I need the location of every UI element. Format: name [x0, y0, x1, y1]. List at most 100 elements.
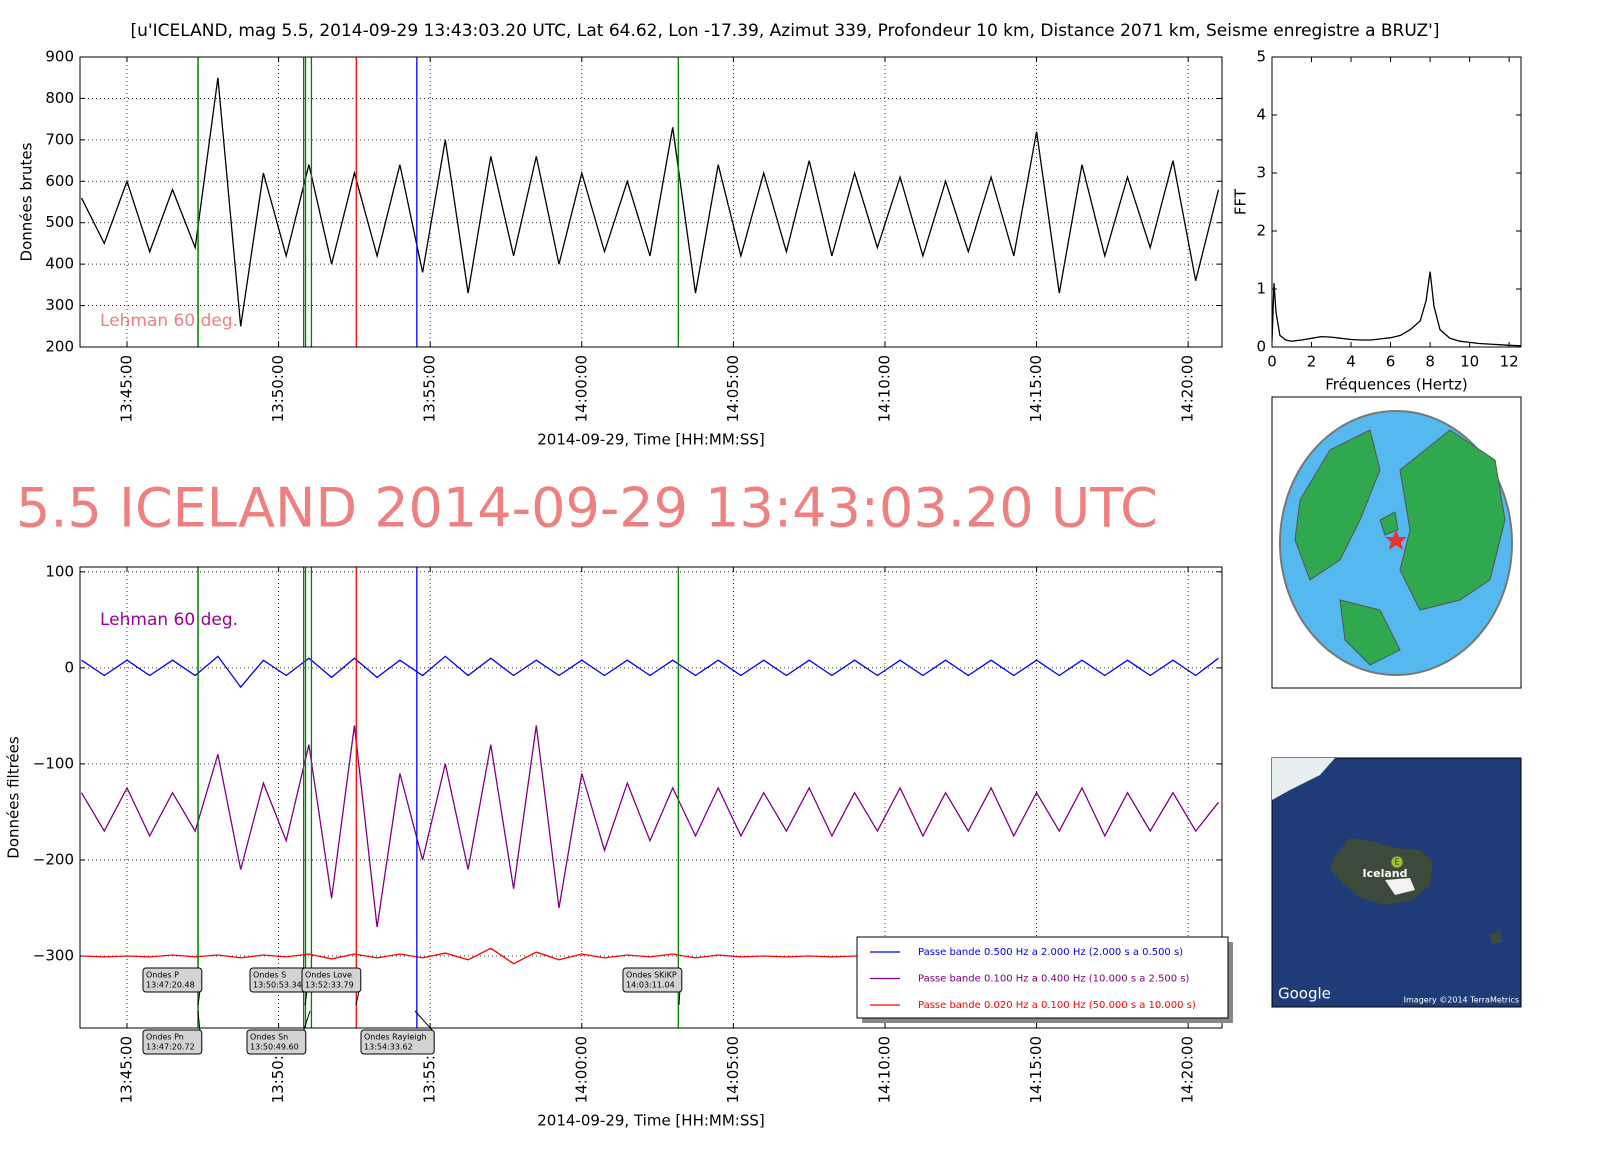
marker-pin	[1390, 855, 1404, 869]
epicenter-star	[1385, 530, 1407, 550]
y-tick-label: 4	[1256, 106, 1266, 124]
annotation-arrow	[678, 991, 681, 1006]
globe-land	[1339, 599, 1401, 666]
glacier	[1385, 878, 1415, 895]
annotation-name: Ondes Sn	[250, 1033, 288, 1042]
axes-frame	[1271, 56, 1522, 348]
x-tick-label: 6	[1386, 353, 1396, 371]
axes-frame	[79, 566, 1223, 1029]
x-tick-label: 2	[1307, 353, 1317, 371]
faroe	[1490, 930, 1502, 944]
series-line	[80, 77, 1220, 327]
annotation-time: 13:50:49.60	[250, 1043, 299, 1052]
annotation-name: Ondes P	[146, 971, 179, 980]
y-tick-label: 700	[45, 130, 74, 148]
x-tick-label: 13:45:00	[117, 1036, 135, 1103]
annotation-name: Ondes SKiKP	[626, 971, 677, 980]
annotation-box	[301, 967, 362, 993]
annotation-arrow	[414, 1010, 433, 1031]
annotation-arrow	[355, 991, 360, 1006]
y-tick-label: 5	[1256, 48, 1266, 66]
annotation-arrow	[304, 991, 308, 1006]
annotation-name: Ondes Pn	[146, 1033, 184, 1042]
annotation-box	[622, 967, 683, 993]
x-tick-label: 8	[1425, 353, 1435, 371]
x-tick-label: 14:05:00	[724, 1036, 742, 1103]
y-tick-label: 0	[64, 658, 74, 676]
annotation-arrow	[197, 991, 201, 1006]
legend-label: Passe bande 0.020 Hz a 0.100 Hz (50.000 …	[918, 1000, 1196, 1011]
annotation-name: Ondes Rayleigh	[364, 1033, 427, 1042]
map-brand: Google	[1278, 985, 1331, 1003]
globe-land	[1294, 429, 1381, 581]
y-tick-label: 500	[45, 213, 74, 231]
annotation-box	[142, 1029, 203, 1055]
y-tick-label: 0	[1256, 338, 1266, 356]
y-tick-label: −100	[33, 754, 74, 772]
x-tick-label: 13:55:00	[421, 355, 439, 422]
series-line	[80, 725, 1220, 928]
annotation-box	[142, 967, 203, 993]
y-tick-label: 100	[45, 562, 74, 580]
x-tick-label: 0	[1267, 353, 1277, 371]
x-tick-label: 14:15:00	[1027, 355, 1045, 422]
x-tick-label: 4	[1346, 353, 1356, 371]
map-label: Iceland	[1363, 867, 1408, 880]
annotation-name: Ondes Love	[305, 971, 352, 980]
legend-label: Passe bande 0.500 Hz a 2.000 Hz (2.000 s…	[918, 947, 1183, 958]
annotation-time: 13:50:53.34	[253, 981, 302, 990]
y-axis-label: Données filtrées	[5, 736, 23, 859]
globe-land	[1379, 511, 1399, 536]
series-line	[1272, 271, 1521, 347]
annotation-box	[360, 1029, 435, 1055]
axes-frame	[79, 56, 1223, 348]
headline: 5.5 ICELAND 2014-09-29 13:43:03.20 UTC	[16, 477, 1158, 540]
globe-land	[1399, 429, 1506, 611]
annotation-box	[246, 1029, 307, 1055]
legend-label: Passe bande 0.100 Hz a 0.400 Hz (10.000 …	[918, 974, 1190, 985]
annotation-time: 13:54:33.62	[364, 1043, 413, 1052]
plot-area	[80, 57, 1222, 347]
y-tick-label: 600	[45, 172, 74, 190]
y-tick-label: 900	[45, 48, 74, 66]
x-axis-label: 2014-09-29, Time [HH:MM:SS]	[537, 431, 764, 449]
x-tick-label: 14:20:00	[1179, 355, 1197, 422]
y-tick-label: 200	[45, 338, 74, 356]
y-tick-label: −300	[33, 946, 74, 964]
x-tick-label: 14:15:00	[1027, 1036, 1045, 1103]
x-tick-label: 14:05:00	[724, 355, 742, 422]
y-tick-label: −200	[33, 850, 74, 868]
globe-map	[1271, 396, 1522, 689]
map-credit: Imagery ©2014 TerraMetrics	[1404, 996, 1519, 1005]
y-tick-label: 3	[1256, 164, 1266, 182]
annotation-time: 14:03:11.04	[626, 981, 675, 990]
x-axis-label: 2014-09-29, Time [HH:MM:SS]	[537, 1112, 764, 1130]
annotation: Lehman 60 deg.	[100, 610, 238, 630]
annotation-time: 13:47:20.72	[146, 1043, 195, 1052]
y-tick-label: 800	[45, 89, 74, 107]
annotation-arrow	[303, 1010, 311, 1031]
y-tick-label: 300	[45, 296, 74, 314]
x-tick-label: 13:50:00	[269, 355, 287, 422]
annotation-time: 13:52:33.79	[305, 981, 354, 990]
axes: 200 300 400 500 600 700 800 900 13:45:00 13:50:00…	[18, 48, 1222, 449]
y-axis-label: Données brutes	[18, 142, 36, 261]
x-axis-label: Fréquences (Hertz)	[1325, 376, 1468, 394]
x-tick-label: 13:45:00	[117, 355, 135, 422]
x-tick-label: 14:00:00	[572, 355, 590, 422]
x-tick-label: 14:20:00	[1179, 1036, 1197, 1103]
y-tick-label: 1	[1256, 280, 1266, 298]
annotation-arrow	[197, 1010, 201, 1031]
chart-title: [u'ICELAND, mag 5.5, 2014-09-29 13:43:03…	[131, 21, 1440, 41]
y-axis-label: FFT	[1232, 188, 1250, 215]
satellite-map: E Iceland Google Imagery ©2014 TerraMetr…	[1271, 757, 1522, 1008]
x-tick-label: 14:10:00	[875, 1036, 893, 1103]
marker-letter: E	[1394, 858, 1399, 867]
y-tick-label: 400	[45, 255, 74, 273]
annotation-time: 13:47:20.48	[146, 981, 195, 990]
x-tick-label: 10	[1460, 353, 1479, 371]
annotation: Lehman 60 deg.	[100, 311, 238, 331]
series-line	[81, 655, 1219, 689]
